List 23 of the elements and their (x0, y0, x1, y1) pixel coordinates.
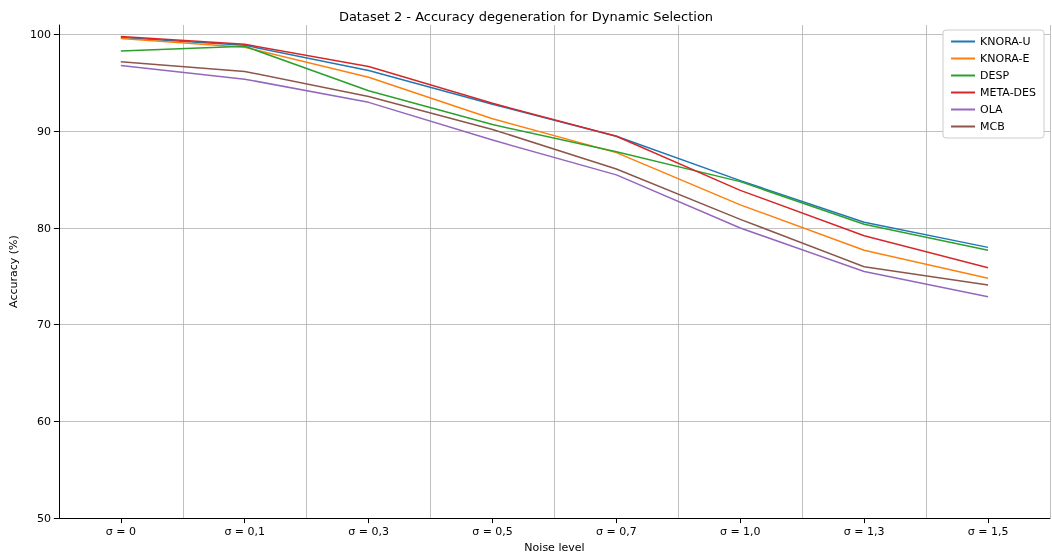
y-axis-title: Accuracy (%) (7, 235, 20, 308)
y-tick-label: 80 (36, 221, 51, 235)
x-tick-label: σ = 0,7 (596, 525, 637, 539)
x-tick-label: σ = 0,1 (224, 525, 266, 539)
x-tick-label: σ = 0,5 (472, 525, 513, 539)
legend-label: MCB (980, 120, 1005, 133)
chart-title: Dataset 2 - Accuracy degeneration for Dynamic Selection (338, 9, 714, 24)
y-tick-label: 50 (36, 511, 51, 525)
x-tick-label: σ = 1,5 (967, 525, 1009, 539)
x-tick-label: σ = 0 (105, 525, 136, 539)
legend-label: DESP (980, 69, 1010, 82)
y-tick-label: 60 (36, 414, 51, 428)
legend-label: KNORA-U (980, 35, 1031, 48)
legend-label: OLA (980, 103, 1004, 116)
x-axis-title: Noise level (524, 541, 585, 554)
y-tick-label: 100 (29, 28, 51, 42)
y-tick-label: 70 (36, 318, 51, 332)
y-tick-label: 90 (36, 124, 51, 138)
x-tick-label: σ = 1,3 (843, 525, 885, 539)
legend-label: KNORA-E (980, 52, 1030, 65)
x-tick-label: σ = 0,3 (348, 525, 389, 539)
x-tick-label: σ = 1,0 (719, 525, 761, 539)
legend-label: META-DES (980, 86, 1037, 99)
